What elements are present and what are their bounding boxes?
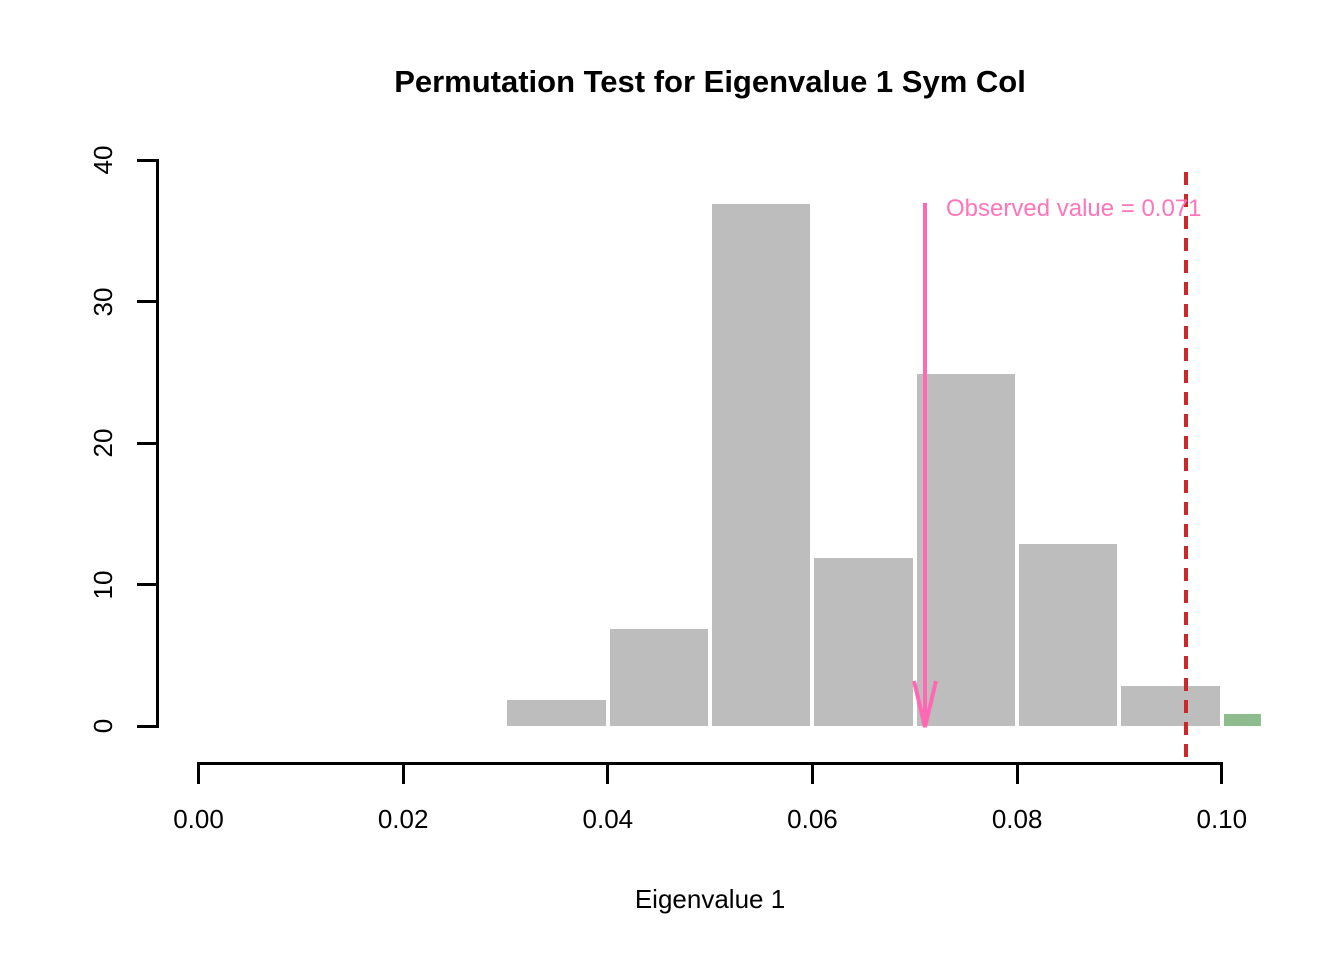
- observed-value-label: Observed value = 0.071: [946, 195, 1202, 222]
- x-tick-mark: [197, 761, 200, 784]
- histogram-bar: [505, 697, 608, 726]
- y-tick-label: 20: [88, 428, 118, 458]
- x-tick-label: 0.10: [1196, 804, 1248, 834]
- y-axis-line: [155, 158, 159, 728]
- y-tick-mark: [137, 300, 156, 303]
- x-tick-label: 0.04: [582, 804, 634, 834]
- observed-value-arrow: [912, 203, 938, 728]
- x-tick-label: 0.08: [991, 804, 1043, 834]
- y-tick-mark: [137, 441, 156, 445]
- x-tick-mark: [606, 761, 610, 784]
- x-tick-mark: [1015, 761, 1019, 784]
- x-tick-label: 0.06: [787, 804, 838, 834]
- y-tick-mark: [137, 158, 156, 162]
- chart-title: Permutation Test for Eigenvalue 1 Sym Co…: [394, 64, 1026, 99]
- x-axis-line: [197, 761, 1224, 765]
- y-tick-mark: [137, 583, 156, 586]
- histogram-bar: [710, 202, 813, 726]
- y-tick-label: 30: [88, 287, 118, 316]
- histogram-bar: [812, 556, 915, 726]
- histogram-bar: [914, 372, 1018, 726]
- arrow-head: [912, 680, 938, 728]
- y-tick-label: 40: [88, 145, 118, 175]
- x-tick-label: 0.02: [377, 804, 429, 834]
- histogram-bar: [1017, 542, 1120, 726]
- y-tick-mark: [137, 724, 156, 728]
- x-tick-label: 0.00: [173, 804, 224, 834]
- significance-threshold-line: [1183, 172, 1189, 766]
- highlight-bar: [1221, 711, 1263, 726]
- x-tick-mark: [401, 761, 405, 784]
- x-tick-mark: [810, 761, 814, 784]
- y-tick-label: 0: [88, 718, 118, 734]
- x-tick-mark: [1220, 761, 1224, 784]
- x-axis-label: Eigenvalue 1: [634, 884, 786, 914]
- histogram-bar: [1119, 683, 1222, 726]
- y-tick-label: 10: [88, 570, 118, 599]
- histogram-bar: [607, 626, 711, 726]
